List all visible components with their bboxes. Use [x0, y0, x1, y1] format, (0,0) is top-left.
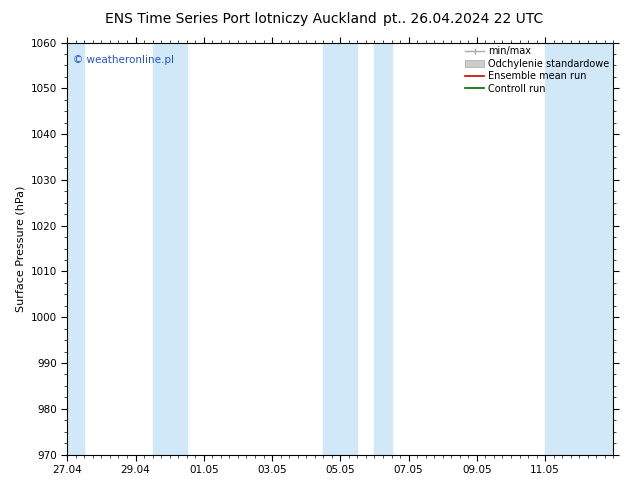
- Bar: [375, 43, 392, 455]
- Bar: [67, 43, 84, 455]
- Text: ENS Time Series Port lotniczy Auckland: ENS Time Series Port lotniczy Auckland: [105, 12, 377, 26]
- Text: pt.. 26.04.2024 22 UTC: pt.. 26.04.2024 22 UTC: [383, 12, 543, 26]
- Y-axis label: Surface Pressure (hPa): Surface Pressure (hPa): [15, 185, 25, 312]
- Bar: [153, 43, 186, 455]
- Bar: [545, 43, 614, 455]
- Legend: min/max, Odchylenie standardowe, Ensemble mean run, Controll run: min/max, Odchylenie standardowe, Ensembl…: [463, 45, 612, 96]
- Text: © weatheronline.pl: © weatheronline.pl: [73, 55, 174, 65]
- Bar: [323, 43, 358, 455]
